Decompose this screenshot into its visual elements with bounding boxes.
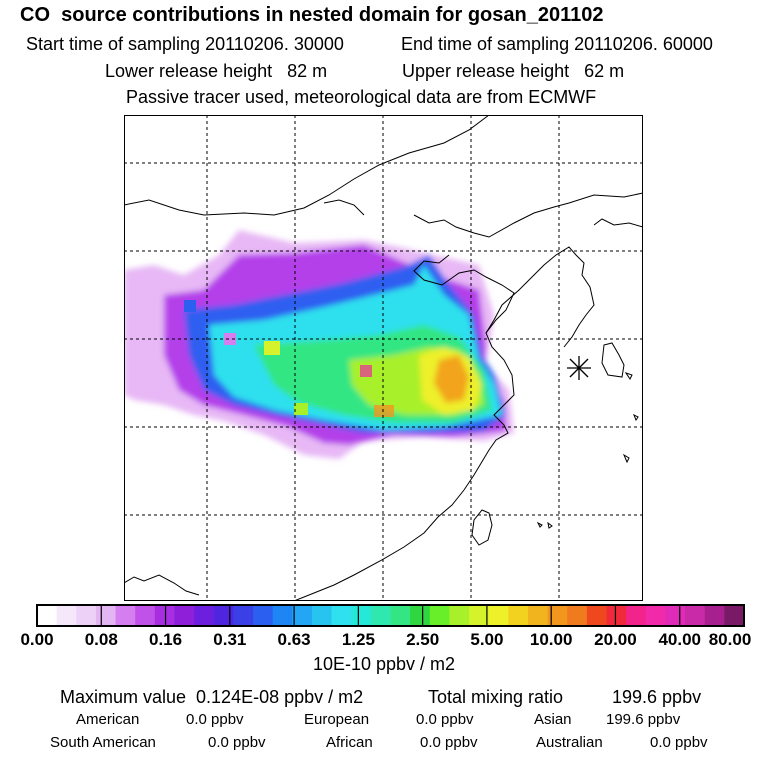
colorbar-tick-label: 20.00	[594, 630, 637, 649]
plume-layer-orange	[434, 355, 469, 403]
colorbar-cell	[488, 605, 509, 626]
colorbar-tick-label: 1.25	[341, 630, 375, 649]
colorbar-tick-label: 5.00	[470, 630, 504, 649]
colorbar-cell	[606, 605, 627, 626]
colorbar-cell	[311, 605, 333, 626]
colorbar-cell	[76, 605, 97, 626]
colorbar-cell	[665, 605, 686, 626]
region-african-value: 0.0 ppbv	[420, 734, 478, 751]
colorbar-cell	[724, 605, 745, 626]
colorbar-tick-label: 0.08	[84, 630, 118, 649]
colorbar-cell	[527, 605, 549, 626]
region-australian-value: 0.0 ppbv	[650, 734, 708, 751]
lower-release-height-label: Lower release height 82 m	[105, 61, 328, 81]
colorbar-cell	[469, 605, 490, 626]
colorbar-unit-label: 10E-10 ppbv / m2	[312, 654, 456, 674]
colorbar-tick-label: 0.31	[213, 630, 247, 649]
colorbar-cell	[233, 605, 254, 626]
colorbar-cell	[704, 605, 725, 626]
tracer-info-label: Passive tracer used, meteorological data…	[126, 87, 597, 107]
lat-lon-grid	[124, 115, 643, 601]
colorbar	[36, 604, 745, 627]
colorbar-cell	[253, 605, 274, 626]
region-african-name: African	[326, 734, 373, 751]
colorbar-cell	[626, 605, 647, 626]
colorbar-tick-label: 10.00	[529, 630, 573, 649]
colorbar-cell	[449, 605, 470, 626]
colorbar-cell	[115, 605, 136, 626]
end-time-label: End time of sampling 20110206. 60000	[401, 34, 713, 54]
colorbar-cell	[292, 605, 313, 626]
colorbar-cell	[194, 605, 215, 626]
plume-hotspots	[184, 300, 394, 417]
colorbar-cell	[135, 605, 156, 626]
colorbar-cell	[390, 605, 411, 626]
colorbar-cell	[351, 605, 372, 626]
start-time-label: Start time of sampling 20110206. 30000	[26, 34, 344, 54]
region-european-value: 0.0 ppbv	[416, 711, 474, 728]
receptor-marker-icon	[567, 356, 591, 380]
colorbar-cell	[95, 605, 117, 626]
region-american-name: American	[76, 711, 140, 728]
colorbar-cell	[547, 605, 568, 626]
colorbar-cell	[586, 605, 608, 626]
colorbar-cell	[429, 605, 451, 626]
upper-release-height-label: Upper release height 62 m	[402, 61, 625, 81]
colorbar-tick-label: 0.16	[148, 630, 183, 649]
region-european-name: European	[304, 711, 370, 728]
colorbar-tick-label: 40.00	[658, 630, 701, 649]
total-mixing-ratio-label: Total mixing ratio	[428, 687, 564, 707]
region-south-american-value: 0.0 ppbv	[208, 734, 266, 751]
region-asian-value: 199.6 ppbv	[606, 711, 681, 728]
chart-title: CO source contributions in nested domain…	[20, 4, 604, 26]
region-asian-name: Asian	[534, 711, 572, 728]
colorbar-cell	[508, 605, 529, 626]
colorbar-cell	[645, 605, 667, 626]
source-contribution-map	[124, 115, 643, 601]
colorbar-cell	[272, 605, 293, 626]
total-mixing-ratio-value: 199.6 ppbv	[612, 687, 702, 707]
region-south-american-name: South American	[50, 734, 156, 751]
colorbar-cell	[370, 605, 392, 626]
colorbar-cell	[410, 605, 431, 626]
region-australian-name: Australian	[536, 734, 603, 751]
maximum-value-label: Maximum value 0.124E-08 ppbv / m2	[60, 687, 364, 707]
colorbar-cell	[213, 605, 234, 626]
map-frame	[124, 115, 643, 601]
colorbar-tick-label: 0.63	[277, 630, 311, 649]
colorbar-cell	[685, 605, 706, 626]
concentration-plume	[124, 230, 514, 459]
colorbar-tick-label: 0.00	[20, 630, 54, 649]
colorbar-cell	[56, 605, 77, 626]
region-american-value: 0.0 ppbv	[186, 711, 244, 728]
colorbar-tick-label: 2.50	[406, 630, 440, 649]
colorbar-cell	[567, 605, 588, 626]
colorbar-cell	[37, 605, 58, 626]
colorbar-cell	[331, 605, 352, 626]
colorbar-tick-label: 80.00	[708, 630, 752, 649]
colorbar-cell	[174, 605, 195, 626]
coastlines	[124, 115, 643, 601]
